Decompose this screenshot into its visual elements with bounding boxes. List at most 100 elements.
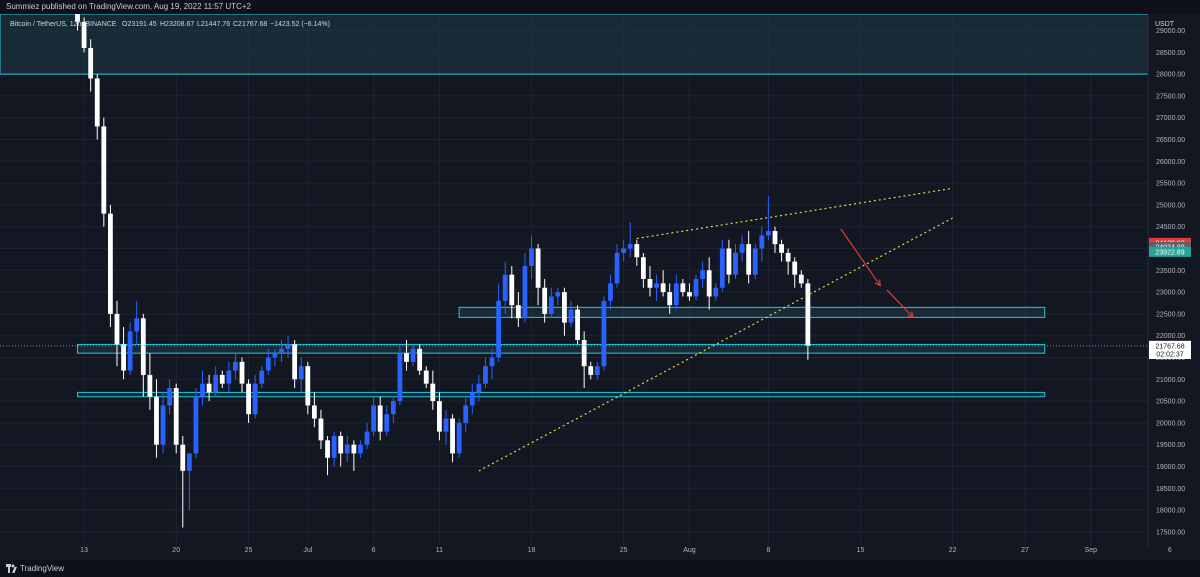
- x-tick-label: 25: [620, 547, 628, 554]
- x-tick-label: 13: [80, 547, 88, 554]
- candle-body: [746, 244, 752, 275]
- legend-symbol: Bitcoin / TetherUS, 12h, BINANCE: [10, 21, 117, 28]
- candle-body: [779, 244, 784, 253]
- x-axis: 6132025Jul6111825Aug8152227Sep612: [80, 547, 1172, 554]
- y-tick-label: 21000.00: [1156, 377, 1185, 384]
- candle-body: [568, 309, 574, 323]
- price-label-box: [1149, 340, 1191, 351]
- candle-body: [614, 252, 620, 284]
- candle-body: [417, 348, 423, 371]
- candle-body: [318, 418, 324, 441]
- candle-body: [772, 231, 778, 245]
- x-tick-label: 25: [245, 547, 253, 554]
- arrow-head: [907, 311, 915, 319]
- y-tick-label: 23500.00: [1156, 268, 1185, 275]
- candle-body: [404, 353, 409, 362]
- price-chart[interactable]: 29000.00 28500.00 28000.00 27500.00 27000.00…: [0, 14, 1200, 560]
- x-tick-label: 15: [857, 547, 865, 554]
- candle-body: [739, 244, 745, 253]
- candle-body: [160, 405, 166, 445]
- candle-body: [81, 21, 87, 48]
- candle-body: [687, 292, 692, 297]
- candle-body: [759, 235, 765, 249]
- candle-body: [219, 374, 225, 384]
- candle-body: [542, 287, 548, 314]
- x-tick-label: 6: [372, 547, 376, 554]
- candle-body: [252, 383, 258, 415]
- candle-body: [180, 444, 186, 471]
- candle-body: [272, 353, 278, 358]
- candle-body: [693, 279, 699, 297]
- grid-lines: [0, 14, 1171, 546]
- candle-body: [634, 244, 640, 258]
- publish-line: Summiez published on TradingView.com, Au…: [6, 2, 251, 11]
- candle-body: [535, 248, 541, 288]
- price-label-text: 21767.68: [1155, 343, 1184, 350]
- candle-body: [726, 248, 732, 275]
- candle-body: [522, 265, 528, 319]
- candle-body: [265, 357, 271, 371]
- candle-body: [548, 296, 554, 314]
- candle-body: [75, 14, 80, 22]
- x-tick-label: Sep: [1085, 547, 1098, 554]
- candle-body: [292, 344, 298, 380]
- candle-body: [371, 405, 376, 432]
- zones: [0, 14, 1149, 398]
- x-tick-label: Aug: [683, 547, 696, 554]
- y-tick-label: 20500.00: [1156, 399, 1185, 406]
- candle-body: [680, 283, 686, 293]
- y-tick-label: 27000.00: [1156, 115, 1185, 122]
- candle-body: [719, 248, 725, 288]
- candle-body: [154, 396, 159, 445]
- y-tick-label: 22500.00: [1156, 311, 1185, 318]
- candle-body: [410, 348, 416, 362]
- candle-body: [213, 374, 219, 393]
- y-tick-label: 26000.00: [1156, 159, 1185, 166]
- candle-body: [627, 244, 633, 249]
- arrow-line: [840, 228, 881, 286]
- candles: [75, 14, 811, 528]
- price-label-box: [1149, 246, 1191, 257]
- candle-body: [588, 366, 594, 375]
- candle-body: [463, 405, 469, 423]
- candle-body: [667, 292, 673, 306]
- candle-body: [193, 396, 199, 454]
- zone-rect: [458, 306, 1046, 318]
- legend-change: −1423.52 (−6.14%): [270, 21, 330, 28]
- x-tick-label: 11: [436, 547, 443, 554]
- candle-body: [358, 444, 363, 454]
- zone-rect: [77, 343, 1046, 354]
- candle-body: [259, 370, 265, 384]
- candle-body: [450, 418, 455, 454]
- candle-body: [134, 318, 140, 332]
- price-label-text: 23922.89: [1155, 249, 1184, 256]
- candle-body: [344, 444, 350, 454]
- tradingview-logo-icon: [6, 564, 17, 573]
- y-tick-label: 28000.00: [1156, 72, 1185, 79]
- candle-body: [121, 344, 126, 371]
- y-tick-label: 25500.00: [1156, 181, 1185, 188]
- candle-body: [397, 353, 403, 402]
- y-axis-area[interactable]: [1148, 14, 1200, 546]
- candle-body: [88, 47, 94, 79]
- candle-body: [621, 248, 627, 253]
- x-tick-label: Jul: [303, 547, 312, 554]
- y-tick-label: 26500.00: [1156, 137, 1185, 144]
- candle-body: [575, 309, 580, 341]
- y-tick-label: 25000.00: [1156, 202, 1185, 209]
- x-tick-label: 27: [1021, 547, 1029, 554]
- price-label-text: 02:02:37: [1156, 352, 1183, 359]
- candle-body: [108, 213, 113, 314]
- legend: Bitcoin / TetherUS, 12h, BINANCE O23191.…: [10, 21, 330, 28]
- price-label-box: [1149, 349, 1191, 360]
- candle-body: [456, 422, 462, 454]
- candle-body: [515, 305, 521, 319]
- y-tick-label: 24500.00: [1156, 224, 1185, 231]
- candle-body: [785, 252, 791, 262]
- y-tick-label: 19000.00: [1156, 464, 1185, 471]
- y-tick-label: 29000.00: [1156, 28, 1185, 35]
- y-tick-label: 20000.00: [1156, 420, 1185, 427]
- candle-body: [200, 383, 205, 397]
- y-tick-label: 28500.00: [1156, 50, 1185, 57]
